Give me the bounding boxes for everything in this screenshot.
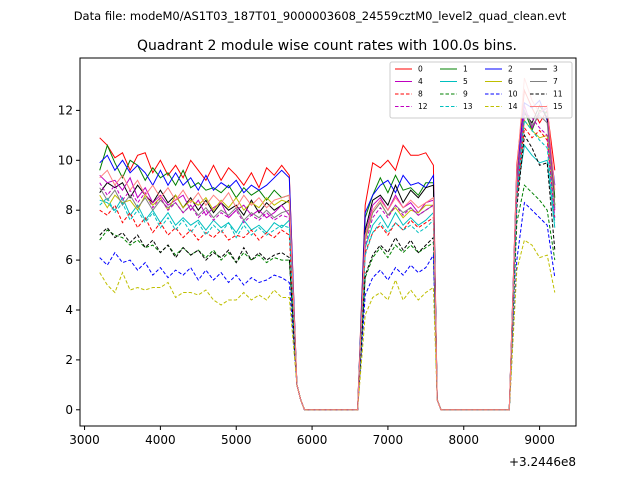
y-tick-label: 0 bbox=[65, 403, 73, 417]
x-tick-label: 4000 bbox=[145, 433, 176, 447]
series-line-10 bbox=[99, 201, 556, 411]
series-line-4 bbox=[99, 105, 556, 411]
legend-label: 1 bbox=[463, 65, 468, 74]
legend-label: 4 bbox=[418, 77, 423, 86]
series-line-8 bbox=[99, 126, 556, 411]
data-file-label: Data file: modeM0/AS1T03_187T01_90000036… bbox=[74, 9, 567, 23]
y-tick-label: 12 bbox=[58, 103, 73, 117]
series-line-2 bbox=[99, 99, 556, 411]
legend-label: 2 bbox=[508, 65, 513, 74]
legend-label: 6 bbox=[508, 77, 513, 86]
legend-label: 15 bbox=[553, 102, 563, 111]
series-line-3 bbox=[99, 104, 556, 411]
series-line-14 bbox=[99, 239, 556, 411]
x-tick-label: 6000 bbox=[297, 433, 328, 447]
x-tick-label: 5000 bbox=[221, 433, 252, 447]
plot-frame bbox=[79, 57, 577, 427]
x-axis: 3000 4000 5000 6000 7000 8000 9000 bbox=[69, 426, 555, 447]
legend-frame bbox=[389, 61, 573, 119]
y-tick-label: 2 bbox=[65, 353, 73, 367]
legend-label: 8 bbox=[418, 90, 423, 99]
y-axis: 0 2 4 6 8 10 12 bbox=[58, 103, 80, 417]
series-line-1 bbox=[99, 109, 556, 411]
series-line-9 bbox=[99, 184, 556, 411]
series-line-0 bbox=[99, 88, 556, 411]
legend-label: 3 bbox=[553, 65, 558, 74]
y-tick-label: 10 bbox=[58, 153, 73, 167]
legend-label: 7 bbox=[553, 77, 558, 86]
legend-label: 9 bbox=[463, 90, 468, 99]
legend-label: 10 bbox=[508, 90, 518, 99]
legend-label: 5 bbox=[463, 77, 468, 86]
series-line-13 bbox=[99, 119, 556, 411]
series-line-6 bbox=[99, 119, 556, 411]
series-line-11 bbox=[99, 133, 556, 411]
legend-label: 13 bbox=[463, 102, 473, 111]
y-tick-label: 8 bbox=[65, 203, 73, 217]
x-tick-label: 8000 bbox=[448, 433, 479, 447]
x-tick-label: 7000 bbox=[373, 433, 404, 447]
series-line-7 bbox=[99, 108, 556, 411]
plot-lines bbox=[99, 77, 556, 411]
legend-label: 0 bbox=[418, 65, 423, 74]
y-tick-label: 4 bbox=[65, 303, 73, 317]
y-tick-label: 6 bbox=[65, 253, 73, 267]
legend-label: 12 bbox=[418, 102, 428, 111]
x-tick-label: 3000 bbox=[69, 433, 100, 447]
x-tick-label: 9000 bbox=[524, 433, 555, 447]
legend-label: 11 bbox=[553, 90, 563, 99]
chart-title: Quadrant 2 module wise count rates with … bbox=[137, 38, 517, 54]
legend-label: 14 bbox=[508, 102, 518, 111]
x-offset-label: +3.2446e8 bbox=[509, 455, 576, 469]
series-line-15 bbox=[99, 77, 556, 411]
series-line-12 bbox=[99, 112, 556, 411]
